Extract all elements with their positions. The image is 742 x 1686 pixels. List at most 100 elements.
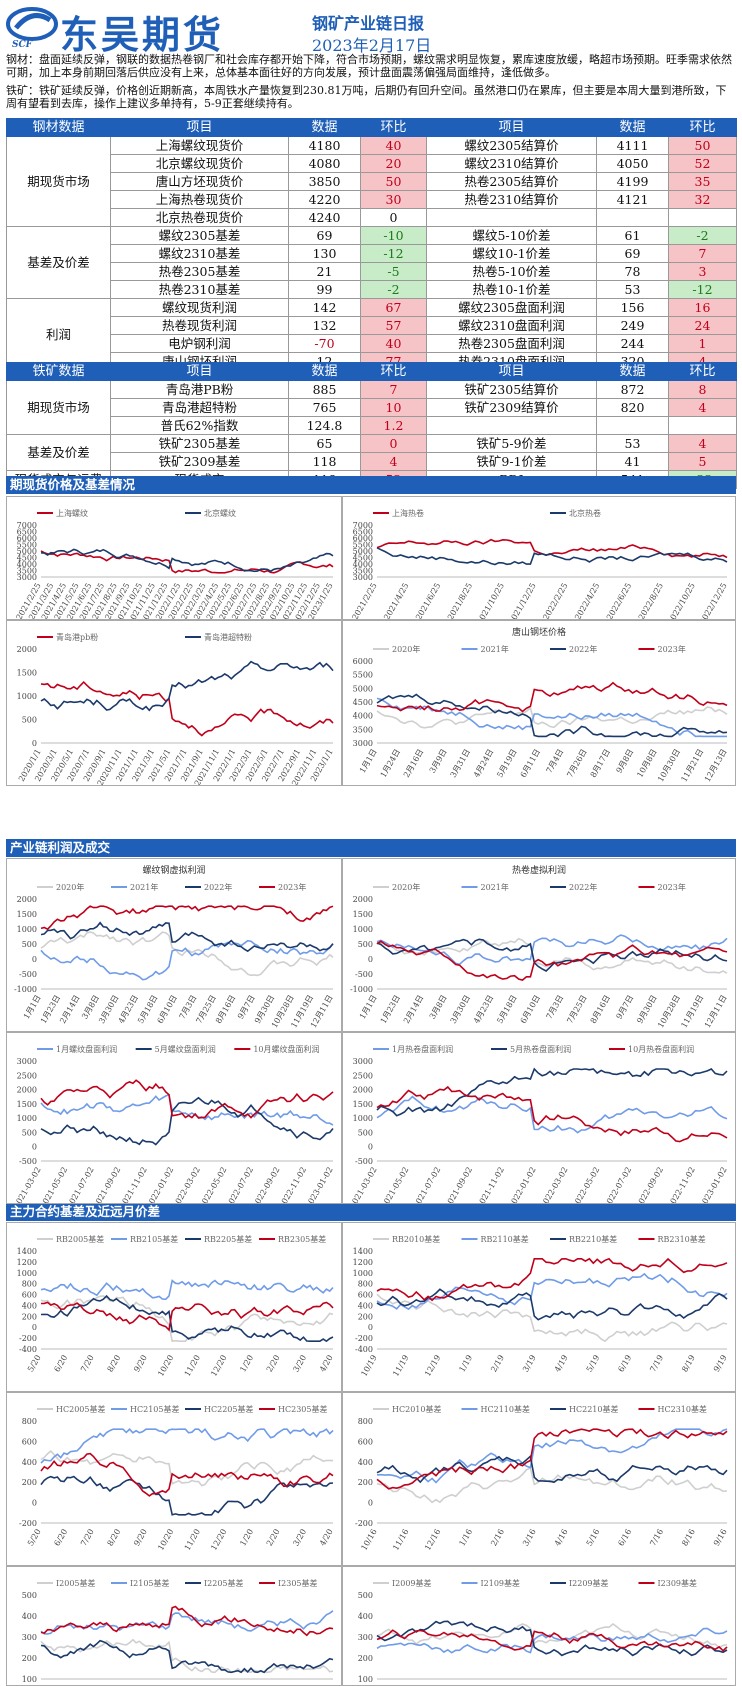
ore-data-table: 铁矿数据 项目 数据 环比 项目 数据 环比 期现货市场 青岛港PB粉 885 7 铁矿2305结算价… (6, 362, 737, 489)
steel-cell: 1 (668, 334, 737, 353)
steel-cell: 4180 (288, 136, 361, 155)
section-title-profit: 产业链利润及成交 (6, 839, 736, 857)
y-tick-label: 5500 (353, 541, 373, 550)
series-line (376, 547, 728, 566)
x-tick-label: 2023-01-02 (698, 1166, 729, 1204)
series-line (376, 1095, 728, 1134)
y-tick-label: 400 (22, 1458, 37, 1467)
chart-panel-p2: 上海热卷 北京热卷 7000 6500 6000 5500 5000 4500 4000 3500… (342, 496, 736, 620)
steel-cell: 78 (596, 262, 669, 281)
x-tick-label: 1月1日 (358, 748, 379, 775)
steel-cell: 32 (668, 190, 737, 209)
steel-cell: 热卷2310结算价 (426, 190, 597, 209)
x-tick-label: 10月28日 (656, 994, 682, 1030)
y-tick-label: 3500 (353, 725, 373, 734)
y-tick-label: -500 (19, 1157, 37, 1166)
series-line (40, 1279, 334, 1301)
report-title: 钢矿产业链日报 (312, 14, 425, 33)
steel-row: 螺纹2310基差 130 -12 螺纹10-1价差 69 7 (7, 244, 737, 263)
legend-label: 5月热卷盘面利润 (510, 1044, 571, 1054)
y-tick-label: 4500 (17, 554, 37, 563)
x-tick-label: 2022-03-02 (539, 1166, 570, 1204)
series-line (40, 1093, 334, 1126)
ore-row: 青岛港超特粉 765 10 铁矿2309结算价 820 4 (7, 398, 737, 417)
x-tick-label: 2/16 (489, 1528, 506, 1548)
x-tick-label: 10/16 (359, 1528, 378, 1552)
y-tick-label: 3000 (17, 573, 37, 582)
steel-cell: 4080 (288, 154, 361, 173)
x-tick-label: 5月19日 (495, 748, 518, 780)
y-tick-label: 4000 (353, 712, 373, 721)
legend-label: 北京螺纹 (204, 508, 236, 518)
x-tick-label: 5/20 (26, 1354, 43, 1374)
y-tick-label: 500 (22, 1591, 37, 1600)
chart-p14: I2009基差 I2109基差 I2209基差 I2309基差 500 400 300 200… (358, 1578, 728, 1684)
y-tick-label: 600 (22, 1291, 37, 1300)
series-line (40, 1475, 334, 1516)
series-line (376, 693, 728, 738)
legend-label: RB2105基差 (130, 1234, 178, 1244)
steel-cell: 24 (668, 316, 737, 335)
steel-cell: 热卷2310基差 (110, 280, 289, 299)
ore-header-cell: 数据 (288, 362, 361, 381)
steel-cell (596, 208, 669, 227)
x-tick-label: 6月11日 (519, 748, 542, 780)
y-tick-label: -500 (355, 1157, 373, 1166)
x-tick-label: 3月30日 (449, 994, 472, 1026)
series-line (376, 706, 728, 729)
ore-cell: 7 (360, 380, 427, 399)
y-tick-label: 5000 (353, 547, 373, 556)
x-tick-label: 10/20 (156, 1354, 175, 1378)
x-tick-label: 2022-11-02 (277, 1166, 308, 1204)
y-tick-label: 1000 (17, 1114, 37, 1123)
y-tick-label: 3500 (353, 567, 373, 576)
y-tick-label: 200 (22, 1654, 37, 1663)
series-line (40, 1639, 334, 1674)
steel-header-cell: 环比 (360, 118, 427, 137)
series-line (376, 1627, 728, 1654)
legend-label: I2009基差 (392, 1578, 432, 1588)
y-tick-label: 4000 (353, 560, 373, 569)
steel-cell: 上海螺纹现货价 (110, 136, 289, 155)
chart-p4: 唐山钢坯价格 2020年 2021年 2022年 2023年 6000 5500 5000 45… (353, 626, 729, 783)
series-line (376, 1454, 728, 1484)
x-tick-label: 7/20 (79, 1528, 96, 1548)
y-tick-label: 1200 (17, 1258, 37, 1267)
y-tick-label: 3000 (353, 739, 373, 748)
y-tick-label: 600 (358, 1291, 373, 1300)
steel-cell: 北京热卷现货价 (110, 208, 289, 227)
chart-panel-p13: I2005基差 I2105基差 I2205基差 I2305基差 500 400 300 200… (6, 1566, 342, 1686)
y-tick-label: 1500 (353, 1100, 373, 1109)
legend-label: HC2010基差 (392, 1404, 441, 1414)
series-line (40, 905, 334, 931)
ore-cell: 872 (596, 380, 669, 399)
chart-p3: 青岛港pb粉 青岛港超特粉20001500100050002020/1/12020… (17, 632, 335, 785)
x-tick-label: 9/20 (132, 1354, 149, 1374)
steel-cell: 螺纹10-1价差 (426, 244, 597, 263)
x-tick-label: 2021-11-02 (118, 1166, 149, 1204)
legend-label: I2109基差 (481, 1578, 521, 1588)
chart-panel-p4: 唐山钢坯价格 2020年 2021年 2022年 2023年 6000 5500 5000 45… (342, 620, 736, 786)
x-tick-label: 2022/2/25 (541, 582, 569, 620)
legend-label: RB2210基差 (569, 1234, 617, 1244)
chart-p10: RB2010基差 RB2110基差 RB2210基差 RB2310基差 1400 1200… (353, 1234, 729, 1378)
x-tick-label: 6/16 (616, 1528, 633, 1548)
steel-cell: 7 (668, 244, 737, 263)
x-tick-label: 10月8日 (635, 748, 658, 780)
x-tick-label: 3/16 (521, 1528, 538, 1548)
ore-row: 基差及价差 铁矿2305基差 65 0 铁矿5-9价差 53 4 (6, 434, 737, 471)
steel-cell: 热卷2305结算价 (426, 172, 597, 191)
series-line (376, 1466, 728, 1504)
x-tick-label: 9/19 (712, 1354, 729, 1374)
series-line (40, 1096, 334, 1146)
x-tick-label: 4/19 (553, 1354, 570, 1374)
ore-cell: 铁矿9-1价差 (426, 452, 597, 471)
legend-label: RB2005基差 (56, 1234, 104, 1244)
chart-title: 唐山钢坯价格 (512, 626, 566, 638)
x-tick-label: 3月9日 (428, 748, 449, 775)
y-tick-label: 500 (358, 1128, 373, 1137)
y-tick-label: 1400 (353, 1247, 373, 1256)
chart-panel-p7: 1月螺纹盘面利润 5月螺纹盘面利润 10月螺纹盘面利润 3000 2500 2000 150… (6, 1032, 342, 1204)
steel-cell: 61 (596, 226, 669, 245)
